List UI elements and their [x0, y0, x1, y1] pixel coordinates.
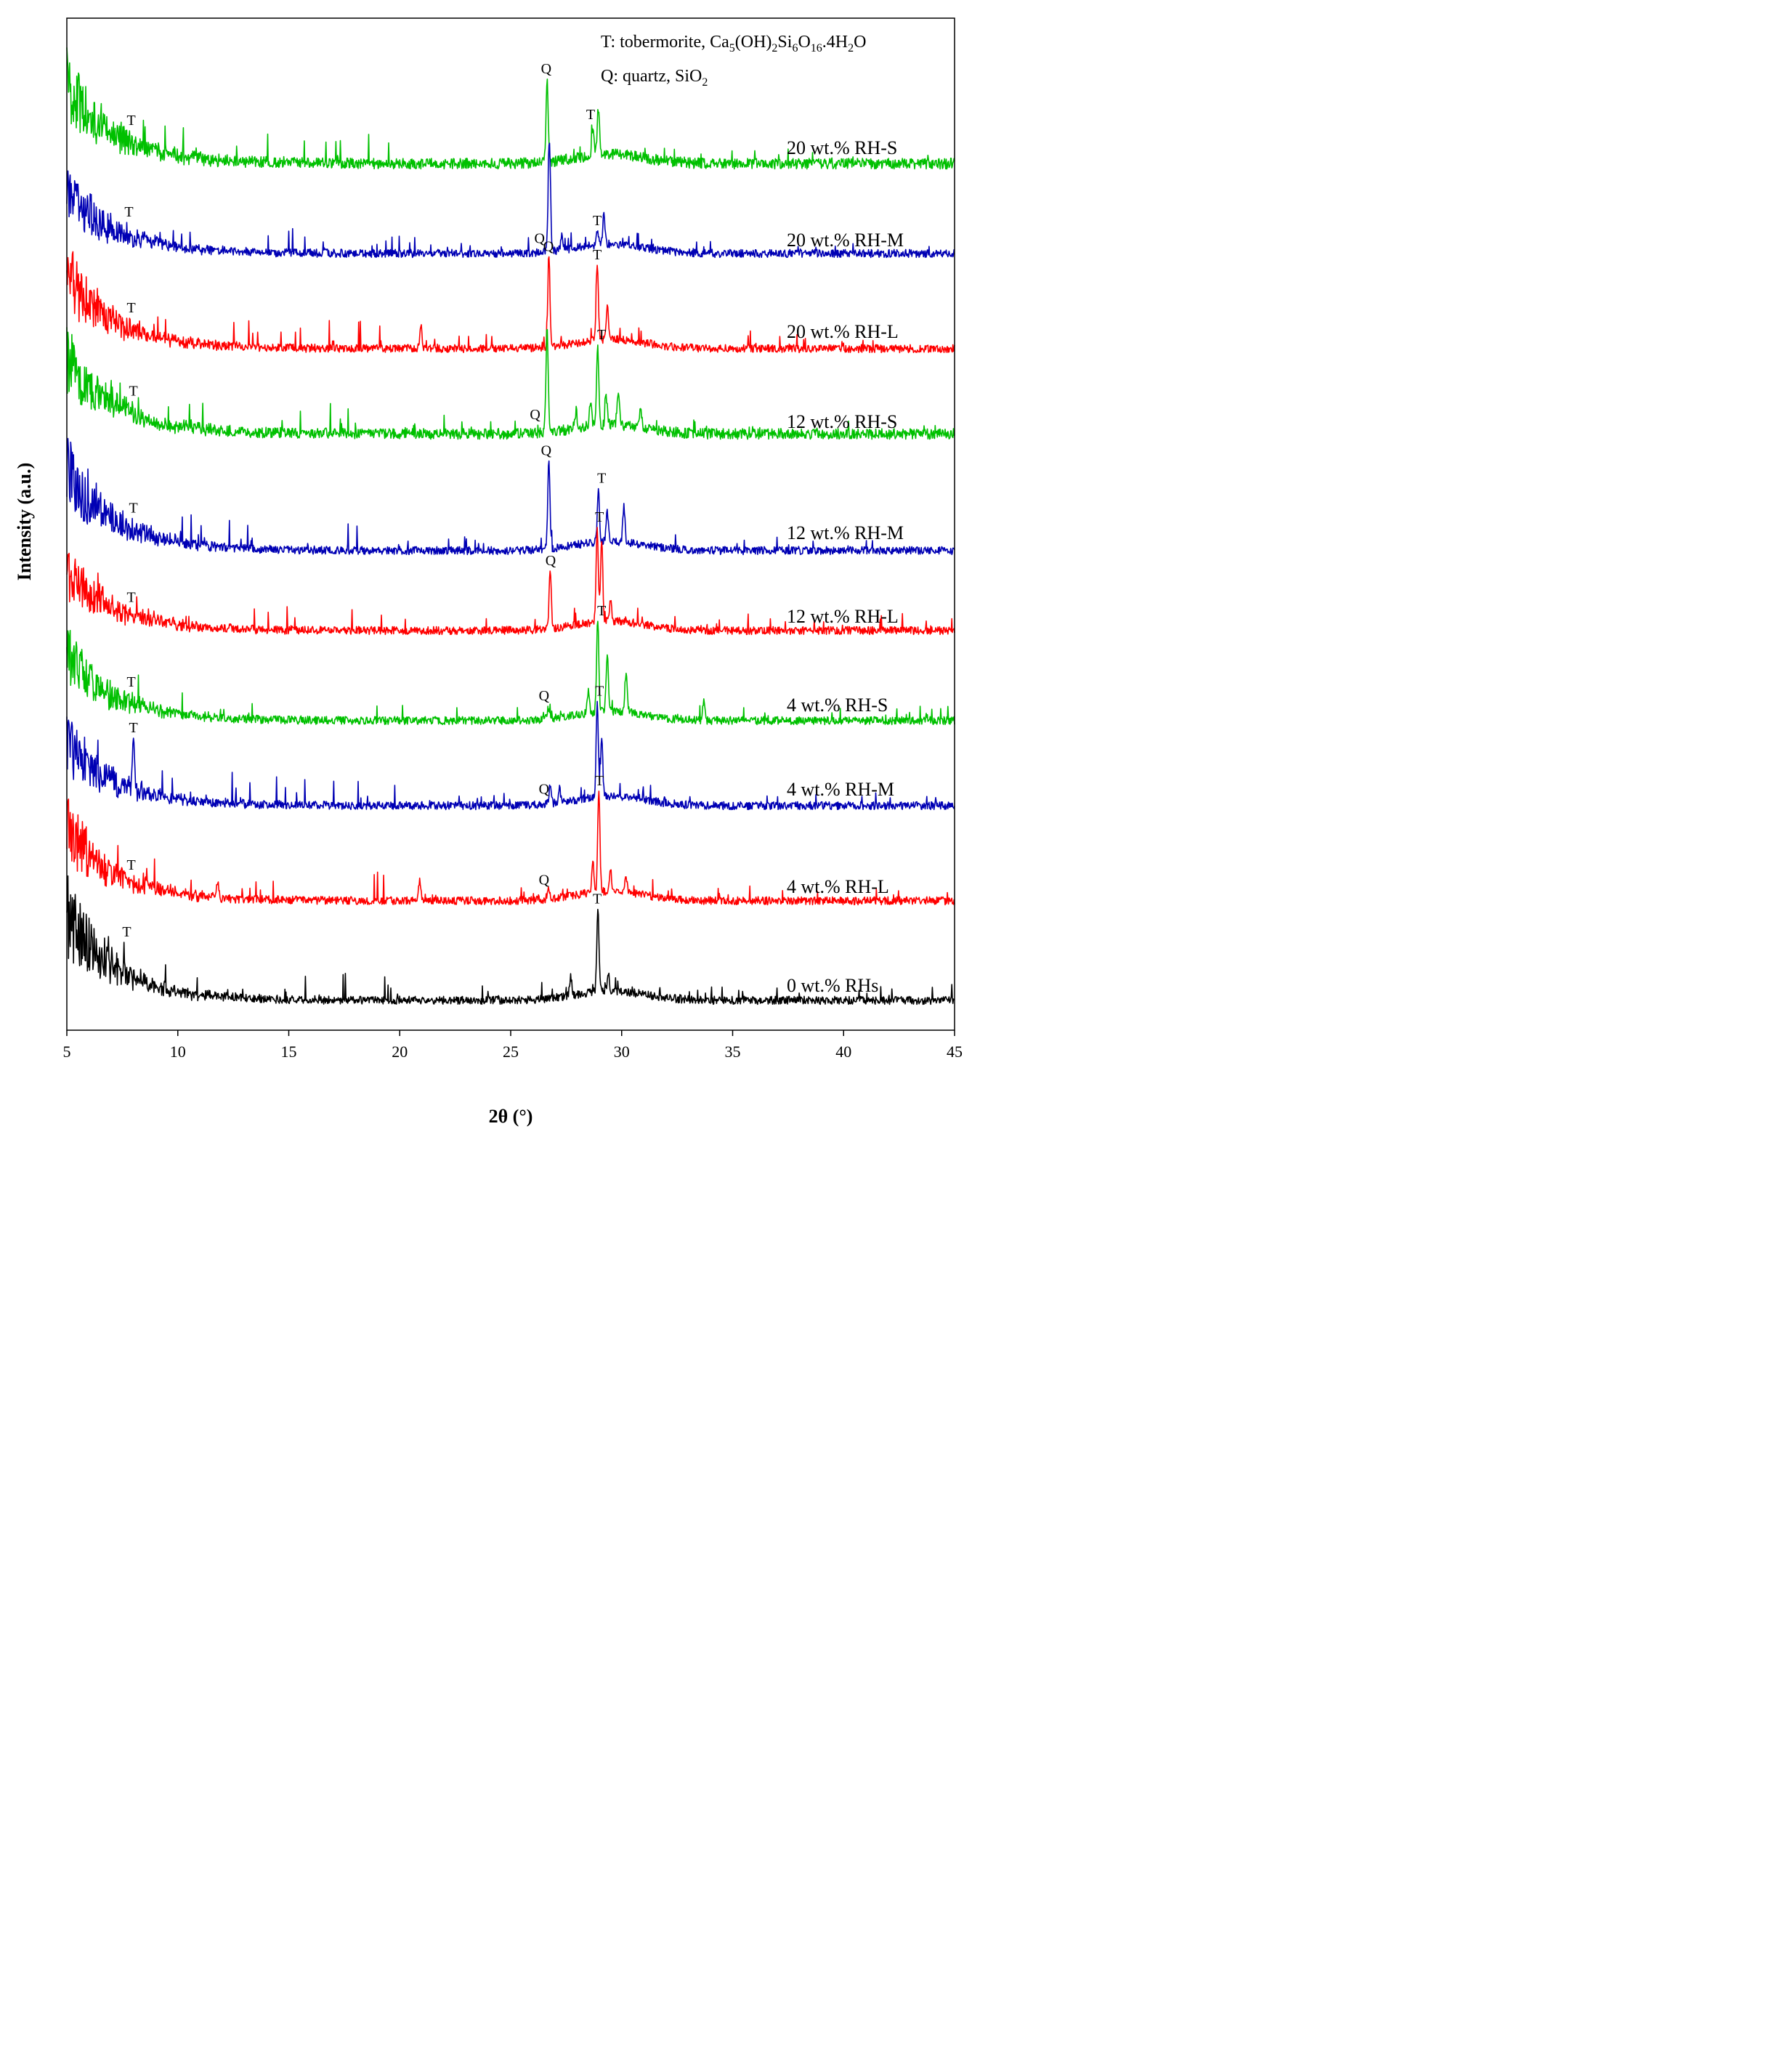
series-line — [66, 790, 955, 906]
axes: 5 10 15 20 25 30 35 40 45 — [63, 17, 963, 1061]
x-tick-label: 45 — [947, 1043, 963, 1061]
peak-label: Q — [543, 238, 554, 254]
peak-label: Q — [539, 872, 550, 888]
peak-label: T — [122, 924, 131, 940]
peak-label: T — [597, 471, 606, 487]
peak-label: T — [126, 590, 135, 606]
peak-label: Q — [534, 231, 545, 247]
x-axis-title: 2θ (°) — [489, 1106, 533, 1127]
peak-label: T — [129, 720, 138, 736]
peak-label: T — [597, 603, 606, 619]
x-tick-label: 25 — [503, 1043, 519, 1061]
series-label: 4 wt.% RH-L — [787, 876, 889, 897]
series-line — [66, 527, 955, 636]
series-line — [66, 620, 955, 726]
series-label: 12 wt.% RH-L — [787, 606, 899, 627]
legend-entry: T: tobermorite, Ca5(OH)2Si6O16.4H2O — [601, 33, 866, 54]
peak-label: T — [597, 327, 606, 343]
legend: T: tobermorite, Ca5(OH)2Si6O16.4H2O Q: qu… — [601, 33, 866, 89]
series-label: 20 wt.% RH-L — [787, 321, 899, 342]
x-tick-label: 5 — [63, 1043, 71, 1061]
y-axis-title: Intensity (a.u.) — [14, 463, 35, 581]
peak-label: Q — [539, 781, 550, 797]
series-line — [66, 327, 955, 440]
legend-entry: Q: quartz, SiO2 — [601, 67, 708, 89]
peak-label: Q — [546, 553, 556, 569]
x-tick-label: 35 — [725, 1043, 741, 1061]
peak-label: T — [129, 501, 138, 517]
series-line — [66, 251, 955, 354]
peak-label: Q — [530, 407, 540, 423]
peak-label: T — [126, 857, 135, 873]
series-label: 12 wt.% RH-S — [787, 411, 897, 432]
peak-label: T — [593, 891, 602, 907]
x-tick-label: 10 — [170, 1043, 186, 1061]
peak-label: Q — [541, 443, 552, 459]
series-line — [66, 437, 955, 556]
series-line — [66, 700, 955, 811]
peak-label: T — [593, 213, 602, 229]
peak-label: T — [129, 384, 138, 400]
series-label: 4 wt.% RH-S — [787, 695, 888, 716]
peak-label: T — [126, 113, 135, 129]
series-label: 4 wt.% RH-M — [787, 779, 894, 800]
series-label: 20 wt.% RH-S — [787, 137, 897, 158]
x-tick-label: 20 — [392, 1043, 408, 1061]
series-label: 12 wt.% RH-M — [787, 522, 904, 543]
xrd-chart: 20 wt.% RH-S 20 wt.% RH-M 20 wt.% RH-L 12 w… — [14, 17, 963, 1127]
series-label: 20 wt.% RH-M — [787, 230, 904, 251]
peak-label: Q — [539, 688, 550, 704]
peak-label: Q — [541, 61, 552, 77]
peak-label: T — [126, 300, 135, 316]
x-tick-label: 15 — [281, 1043, 297, 1061]
peak-labels: T Q T T Q T T Q T T Q T T Q T T Q T T Q T T Q T T Q T T T — [122, 61, 606, 940]
peak-label: T — [586, 107, 595, 123]
peak-label: T — [595, 509, 604, 525]
peak-label: T — [595, 773, 604, 789]
xrd-figure: 20 wt.% RH-S 20 wt.% RH-M 20 wt.% RH-L 12 w… — [0, 0, 983, 1143]
x-tick-label: 30 — [614, 1043, 630, 1061]
series-label: 0 wt.% RHs — [787, 975, 878, 996]
series-line — [66, 142, 955, 259]
series-labels: 20 wt.% RH-S 20 wt.% RH-M 20 wt.% RH-L 12 w… — [787, 137, 904, 996]
peak-label: T — [124, 204, 133, 220]
series-traces — [66, 47, 955, 1005]
peak-label: T — [593, 247, 602, 263]
series-line — [66, 47, 955, 170]
series-line — [66, 875, 955, 1005]
x-tick-label: 40 — [835, 1043, 851, 1061]
peak-label: T — [126, 674, 135, 690]
peak-label: T — [595, 683, 604, 699]
